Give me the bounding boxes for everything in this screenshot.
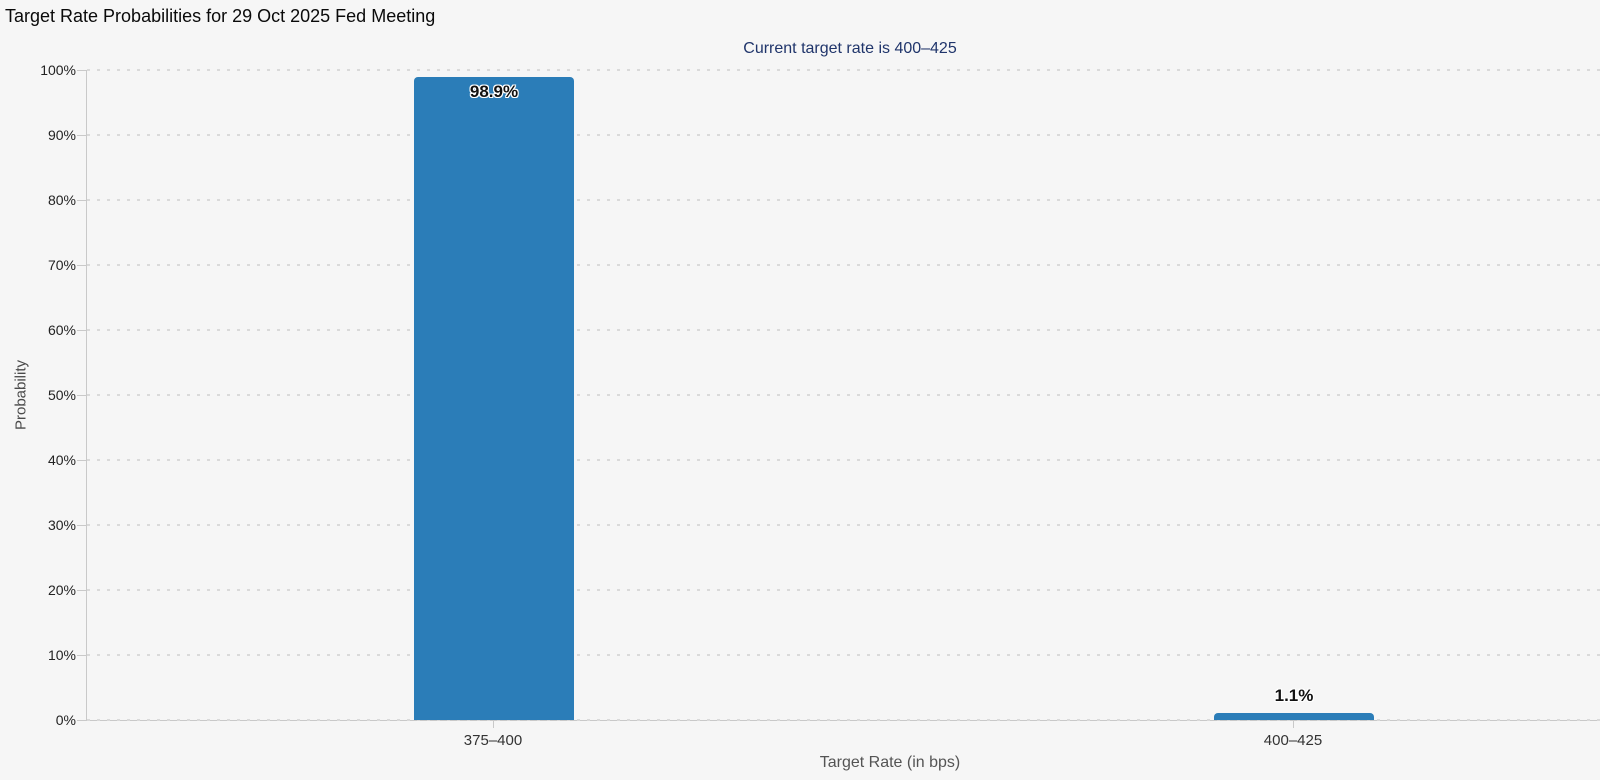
y-tick-mark-10	[77, 655, 86, 656]
x-axis-title: Target Rate (in bps)	[819, 754, 961, 771]
y-tick-label-30: 30%	[47, 517, 76, 533]
x-tick-mark-400–425	[1293, 721, 1294, 728]
plot-area: 98.9% 1.1%	[86, 69, 1600, 721]
gridline-10	[87, 654, 1600, 656]
y-tick-label-60: 60%	[47, 322, 76, 338]
gridline-60	[87, 329, 1600, 331]
gridline-80	[87, 199, 1600, 201]
y-tick-label-90: 90%	[47, 127, 76, 143]
y-tick-mark-40	[77, 460, 86, 461]
y-tick-label-50: 50%	[47, 387, 76, 403]
gridline-30	[87, 524, 1600, 526]
y-tick-label-0: 0%	[55, 712, 76, 728]
gridline-0	[87, 719, 1600, 721]
y-tick-mark-90	[77, 135, 86, 136]
y-tick-mark-60	[77, 330, 86, 331]
y-tick-mark-100	[77, 70, 86, 71]
gridline-20	[87, 589, 1600, 591]
chart-subtitle: Current target rate is 400–425	[743, 40, 957, 57]
y-tick-label-40: 40%	[47, 452, 76, 468]
gridline-50	[87, 394, 1600, 396]
y-tick-label-80: 80%	[47, 192, 76, 208]
bar-value-label-375–400: 98.9%	[469, 82, 519, 102]
y-tick-mark-30	[77, 525, 86, 526]
y-tick-mark-0	[77, 720, 86, 721]
gridline-90	[87, 134, 1600, 136]
y-tick-label-100: 100%	[40, 62, 76, 78]
y-tick-mark-20	[77, 590, 86, 591]
gridline-100	[87, 69, 1600, 71]
y-tick-label-20: 20%	[47, 582, 76, 598]
bar-400–425[interactable]	[1214, 712, 1374, 720]
y-tick-mark-50	[77, 395, 86, 396]
y-tick-mark-80	[77, 200, 86, 201]
y-tick-mark-70	[77, 265, 86, 266]
x-category-label-400–425: 400–425	[1263, 732, 1323, 749]
gridline-40	[87, 459, 1600, 461]
x-tick-mark-375–400	[493, 721, 494, 728]
chart-title: Target Rate Probabilities for 29 Oct 202…	[5, 6, 436, 26]
x-category-label-375–400: 375–400	[463, 732, 523, 749]
y-tick-label-10: 10%	[47, 647, 76, 663]
bar-value-label-400–425: 1.1%	[1274, 685, 1314, 705]
bar-375–400[interactable]	[414, 77, 574, 720]
y-tick-label-70: 70%	[47, 257, 76, 273]
gridline-70	[87, 264, 1600, 266]
